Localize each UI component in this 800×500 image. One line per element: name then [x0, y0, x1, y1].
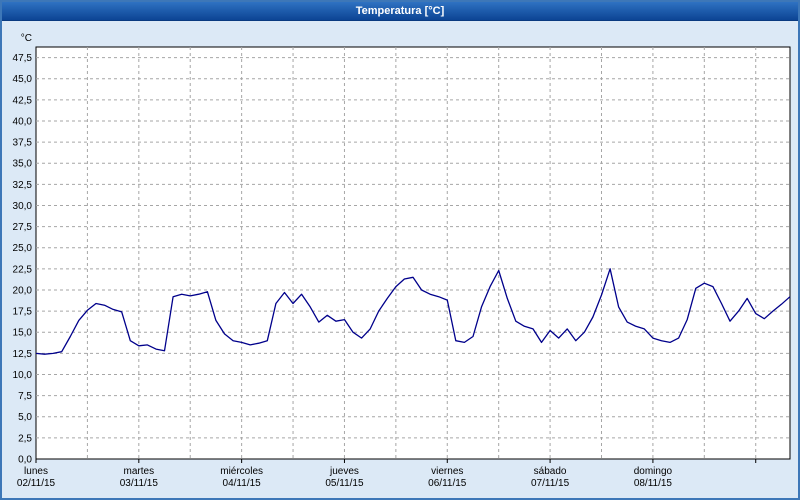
svg-text:20,0: 20,0: [13, 285, 33, 296]
svg-text:08/11/15: 08/11/15: [634, 478, 673, 489]
gridlines: [36, 47, 790, 459]
svg-text:40,0: 40,0: [13, 116, 33, 127]
svg-text:07/11/15: 07/11/15: [531, 478, 570, 489]
chart-area: 0,0 2,5 5,0 7,5 10,0 12,5 15,0 17,5 20,0 22,5 25,0…: [2, 21, 798, 498]
svg-text:25,0: 25,0: [13, 243, 33, 254]
svg-text:45,0: 45,0: [13, 74, 33, 85]
svg-text:lunes: lunes: [24, 466, 48, 477]
svg-text:10,0: 10,0: [13, 370, 33, 381]
svg-text:35,0: 35,0: [13, 159, 33, 170]
y-axis-labels: 0,0 2,5 5,0 7,5 10,0 12,5 15,0 17,5 20,0 22,5 25,0…: [13, 53, 33, 465]
svg-text:32,5: 32,5: [13, 180, 33, 191]
plot-area: [35, 46, 791, 460]
svg-text:2,5: 2,5: [18, 433, 32, 444]
svg-text:06/11/15: 06/11/15: [428, 478, 467, 489]
svg-text:37,5: 37,5: [13, 138, 33, 149]
svg-text:martes: martes: [124, 466, 155, 477]
svg-text:5,0: 5,0: [18, 412, 32, 423]
title-bar: Temperatura [°C]: [2, 2, 798, 21]
svg-text:30,0: 30,0: [13, 201, 33, 212]
svg-text:27,5: 27,5: [13, 222, 33, 233]
svg-text:sábado: sábado: [534, 466, 567, 477]
svg-text:22,5: 22,5: [13, 264, 33, 275]
svg-text:42,5: 42,5: [13, 95, 33, 106]
svg-text:jueves: jueves: [329, 466, 359, 477]
svg-text:47,5: 47,5: [13, 53, 33, 64]
svg-text:12,5: 12,5: [13, 349, 33, 360]
window-title: Temperatura [°C]: [355, 5, 445, 17]
svg-text:miércoles: miércoles: [220, 466, 263, 477]
svg-text:03/11/15: 03/11/15: [120, 478, 159, 489]
svg-text:domingo: domingo: [634, 466, 673, 477]
svg-text:viernes: viernes: [431, 466, 463, 477]
svg-text:15,0: 15,0: [13, 328, 33, 339]
svg-text:7,5: 7,5: [18, 391, 32, 402]
svg-text:02/11/15: 02/11/15: [17, 478, 56, 489]
y-axis-unit: °C: [21, 33, 32, 44]
svg-text:05/11/15: 05/11/15: [325, 478, 364, 489]
svg-text:04/11/15: 04/11/15: [223, 478, 262, 489]
temperature-chart: 0,0 2,5 5,0 7,5 10,0 12,5 15,0 17,5 20,0 22,5 25,0…: [13, 33, 791, 489]
temperature-series-line: [35, 268, 791, 355]
svg-text:17,5: 17,5: [13, 307, 33, 318]
svg-text:0,0: 0,0: [18, 455, 32, 466]
